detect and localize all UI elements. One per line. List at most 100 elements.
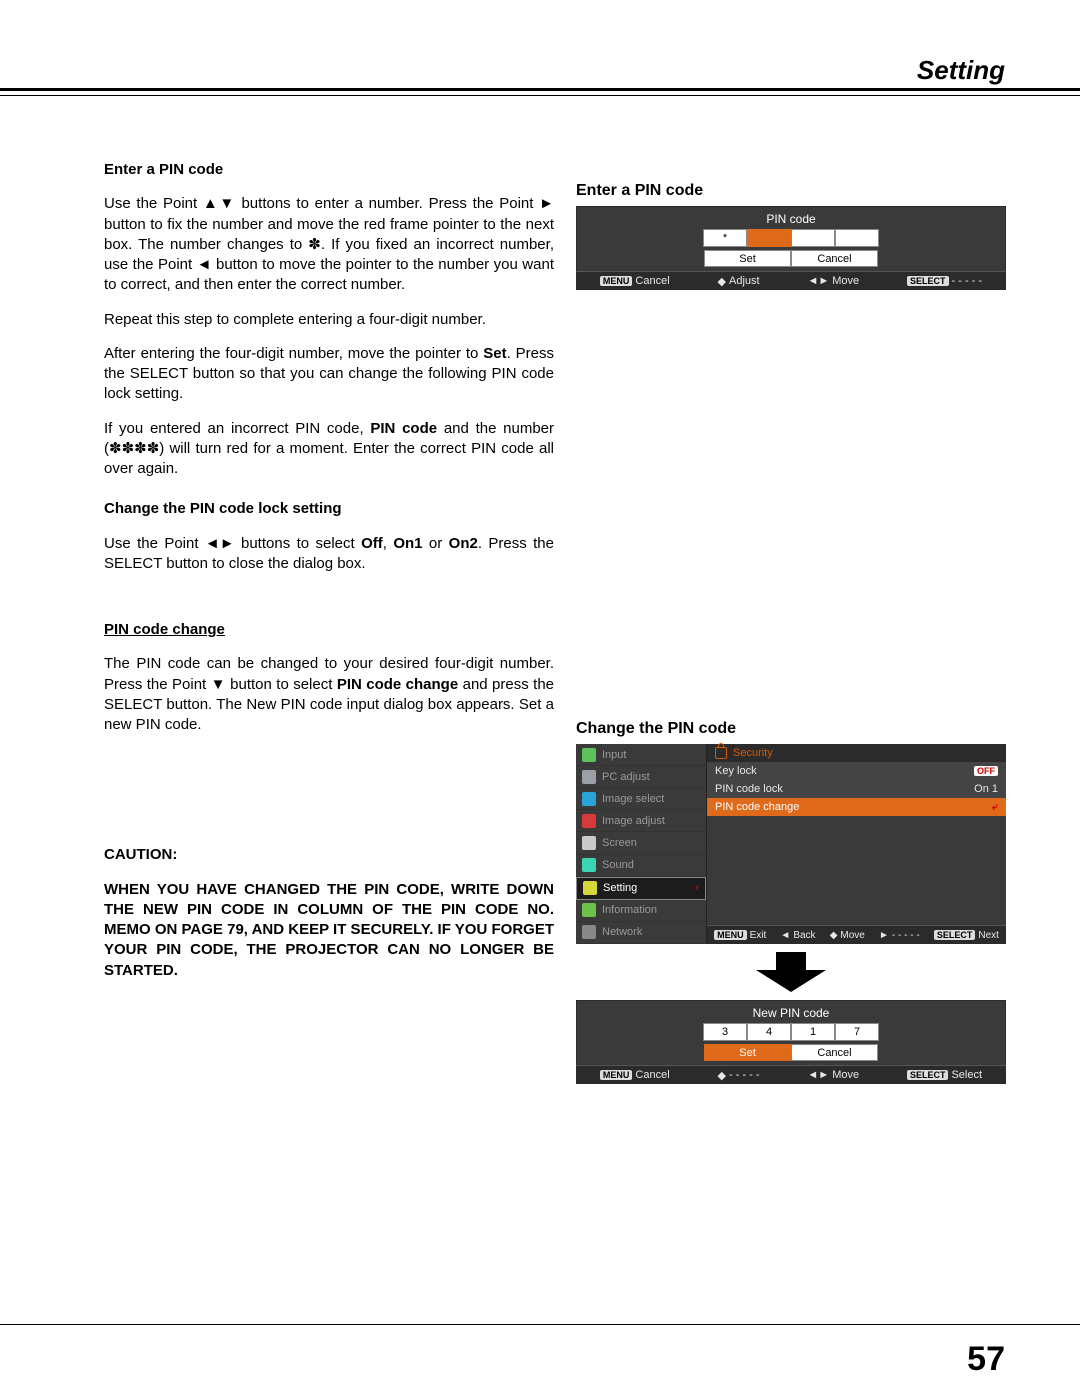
menu-item[interactable]: PC adjust <box>576 766 706 788</box>
osd-enter-pin: PIN code * SetCancel MENU Cancel ◆ Adjus… <box>576 206 1006 290</box>
menu-row-value: ⤶ <box>992 801 998 814</box>
help-back: ◄Back <box>780 930 815 941</box>
menu-tag: MENU <box>600 276 633 286</box>
menu-item-label: Input <box>602 749 626 761</box>
menu-row-value: On 1 <box>974 783 998 795</box>
menu-item[interactable]: Image adjust <box>576 810 706 832</box>
help-adjust: ◆ Adjust <box>718 275 760 288</box>
pin-cell[interactable]: 3 <box>703 1023 747 1041</box>
footer-rule <box>0 1324 1080 1325</box>
menu-row-label: PIN code lock <box>715 783 783 795</box>
menu-row-label: Key lock <box>715 765 757 777</box>
menu-panel: Security Key lockOFFPIN code lockOn 1PIN… <box>707 744 1006 944</box>
chevron-icon: ‹ <box>695 882 699 894</box>
menu-item[interactable]: Screen <box>576 832 706 854</box>
pin-button[interactable]: Set <box>704 250 791 267</box>
right-column: Enter a PIN code PIN code * SetCancel ME… <box>576 182 1006 1084</box>
menu-item-icon <box>582 770 596 784</box>
osd-help-bar: MENU Exit ◄Back ◆ Move ►- - - - - SELECT… <box>707 925 1006 944</box>
menu-item-icon <box>582 858 596 872</box>
menu-row-label: PIN code change <box>715 801 799 813</box>
menu-item-icon <box>582 792 596 806</box>
text: After entering the four-digit number, mo… <box>104 345 483 362</box>
text: , <box>383 535 394 552</box>
menu-item[interactable]: Image select <box>576 788 706 810</box>
text: Use the Point ◄► buttons to select <box>104 535 361 552</box>
text: If you entered an incorrect PIN code, <box>104 420 370 437</box>
menu-row[interactable]: Key lock OFF <box>707 762 1006 780</box>
lock-icon <box>715 747 727 759</box>
pin-button[interactable]: Cancel <box>791 1044 878 1061</box>
menu-item-icon <box>582 836 596 850</box>
help-dashes: ►- - - - - <box>879 930 920 941</box>
para-change-lock: Use the Point ◄► buttons to select Off, … <box>104 534 554 575</box>
help-move: ◆ Move <box>830 930 865 941</box>
pin-cells[interactable]: 3417 <box>703 1023 879 1041</box>
para-pin-change: The PIN code can be changed to your desi… <box>104 654 554 735</box>
text-set: Set <box>483 345 506 362</box>
pin-button[interactable]: Set <box>704 1044 791 1061</box>
menu-tag: MENU <box>600 1070 633 1080</box>
text-off: Off <box>361 535 383 552</box>
heading-change-lock: Change the PIN code lock setting <box>104 499 554 519</box>
pin-dialog: PIN code * SetCancel <box>576 206 1006 271</box>
help-select: Select <box>951 1069 982 1081</box>
menu-panel-title: Security <box>733 747 773 759</box>
pin-buttons[interactable]: SetCancel <box>704 1044 878 1061</box>
osd-help-bar: MENU Cancel ◆ Adjust ◄► Move SELECT - - … <box>576 271 1006 290</box>
menu-row-value: OFF <box>974 766 998 776</box>
pin-dialog-title: PIN code <box>766 212 815 226</box>
menu-item[interactable]: Input <box>576 744 706 766</box>
pin-cell[interactable] <box>747 229 791 247</box>
menu-item-icon <box>583 881 597 895</box>
enter-icon: ⤶ <box>992 801 998 814</box>
menu-item-label: Image adjust <box>602 815 665 827</box>
menu-item-label: Screen <box>602 837 637 849</box>
help-cancel: Cancel <box>635 275 669 287</box>
help-move: ◄► Move <box>807 275 859 287</box>
menu-item-icon <box>582 814 596 828</box>
pin-button[interactable]: Cancel <box>791 250 878 267</box>
menu-item-icon <box>582 903 596 917</box>
osd-help-bar: MENU Cancel ◆ - - - - - ◄► Move SELECT S… <box>576 1065 1006 1084</box>
menu-rows[interactable]: Key lock OFF PIN code lock On 1 PIN code cha… <box>707 762 1006 816</box>
text-pincode: PIN code <box>370 420 437 437</box>
pin-cells[interactable]: * <box>703 229 879 247</box>
menu-item[interactable]: Sound <box>576 855 706 877</box>
help-move: ◄► Move <box>807 1069 859 1081</box>
select-tag: SELECT <box>934 930 976 940</box>
menu-item[interactable]: Setting ‹ <box>576 877 706 900</box>
menu-item-icon <box>582 925 596 939</box>
page: Setting Enter a PIN code Use the Point ▲… <box>0 0 1080 1397</box>
heading-caution: CAUTION: <box>104 845 554 865</box>
menu-filler <box>707 816 1006 925</box>
pin-cell[interactable]: 7 <box>835 1023 879 1041</box>
page-number: 57 <box>967 1340 1005 1379</box>
pin-cell[interactable] <box>835 229 879 247</box>
para-caution: WHEN YOU HAVE CHANGED THE PIN CODE, WRIT… <box>104 880 554 981</box>
para-enter-pin-2: Repeat this step to complete entering a … <box>104 310 554 330</box>
menu-item-label: PC adjust <box>602 771 650 783</box>
para-enter-pin-1: Use the Point ▲▼ buttons to enter a numb… <box>104 194 554 295</box>
pin-cell[interactable]: 4 <box>747 1023 791 1041</box>
off-chip-icon: OFF <box>974 766 998 776</box>
pin-cell[interactable]: * <box>703 229 747 247</box>
para-enter-pin-4: If you entered an incorrect PIN code, PI… <box>104 419 554 480</box>
menu-row[interactable]: PIN code change ⤶ <box>707 798 1006 816</box>
menu-item-label: Sound <box>602 859 634 871</box>
caption-enter-pin: Enter a PIN code <box>576 182 1006 200</box>
menu-item-label: Information <box>602 904 657 916</box>
osd-new-pin: New PIN code 3417 SetCancel MENU Cancel … <box>576 1000 1006 1084</box>
menu-item[interactable]: Information <box>576 900 706 922</box>
pin-cell[interactable]: 1 <box>791 1023 835 1041</box>
left-column: Enter a PIN code Use the Point ▲▼ button… <box>104 160 554 995</box>
help-dashes: - - - - - <box>952 275 983 287</box>
help-exit: Exit <box>750 930 767 941</box>
menu-item[interactable]: Network <box>576 922 706 944</box>
select-tag: SELECT <box>907 276 949 286</box>
pin-cell[interactable] <box>791 229 835 247</box>
para-enter-pin-3: After entering the four-digit number, mo… <box>104 344 554 405</box>
menu-sidebar[interactable]: Input PC adjust Image select Image adjust Sc… <box>576 744 707 944</box>
pin-buttons[interactable]: SetCancel <box>704 250 878 267</box>
menu-row[interactable]: PIN code lock On 1 <box>707 780 1006 798</box>
